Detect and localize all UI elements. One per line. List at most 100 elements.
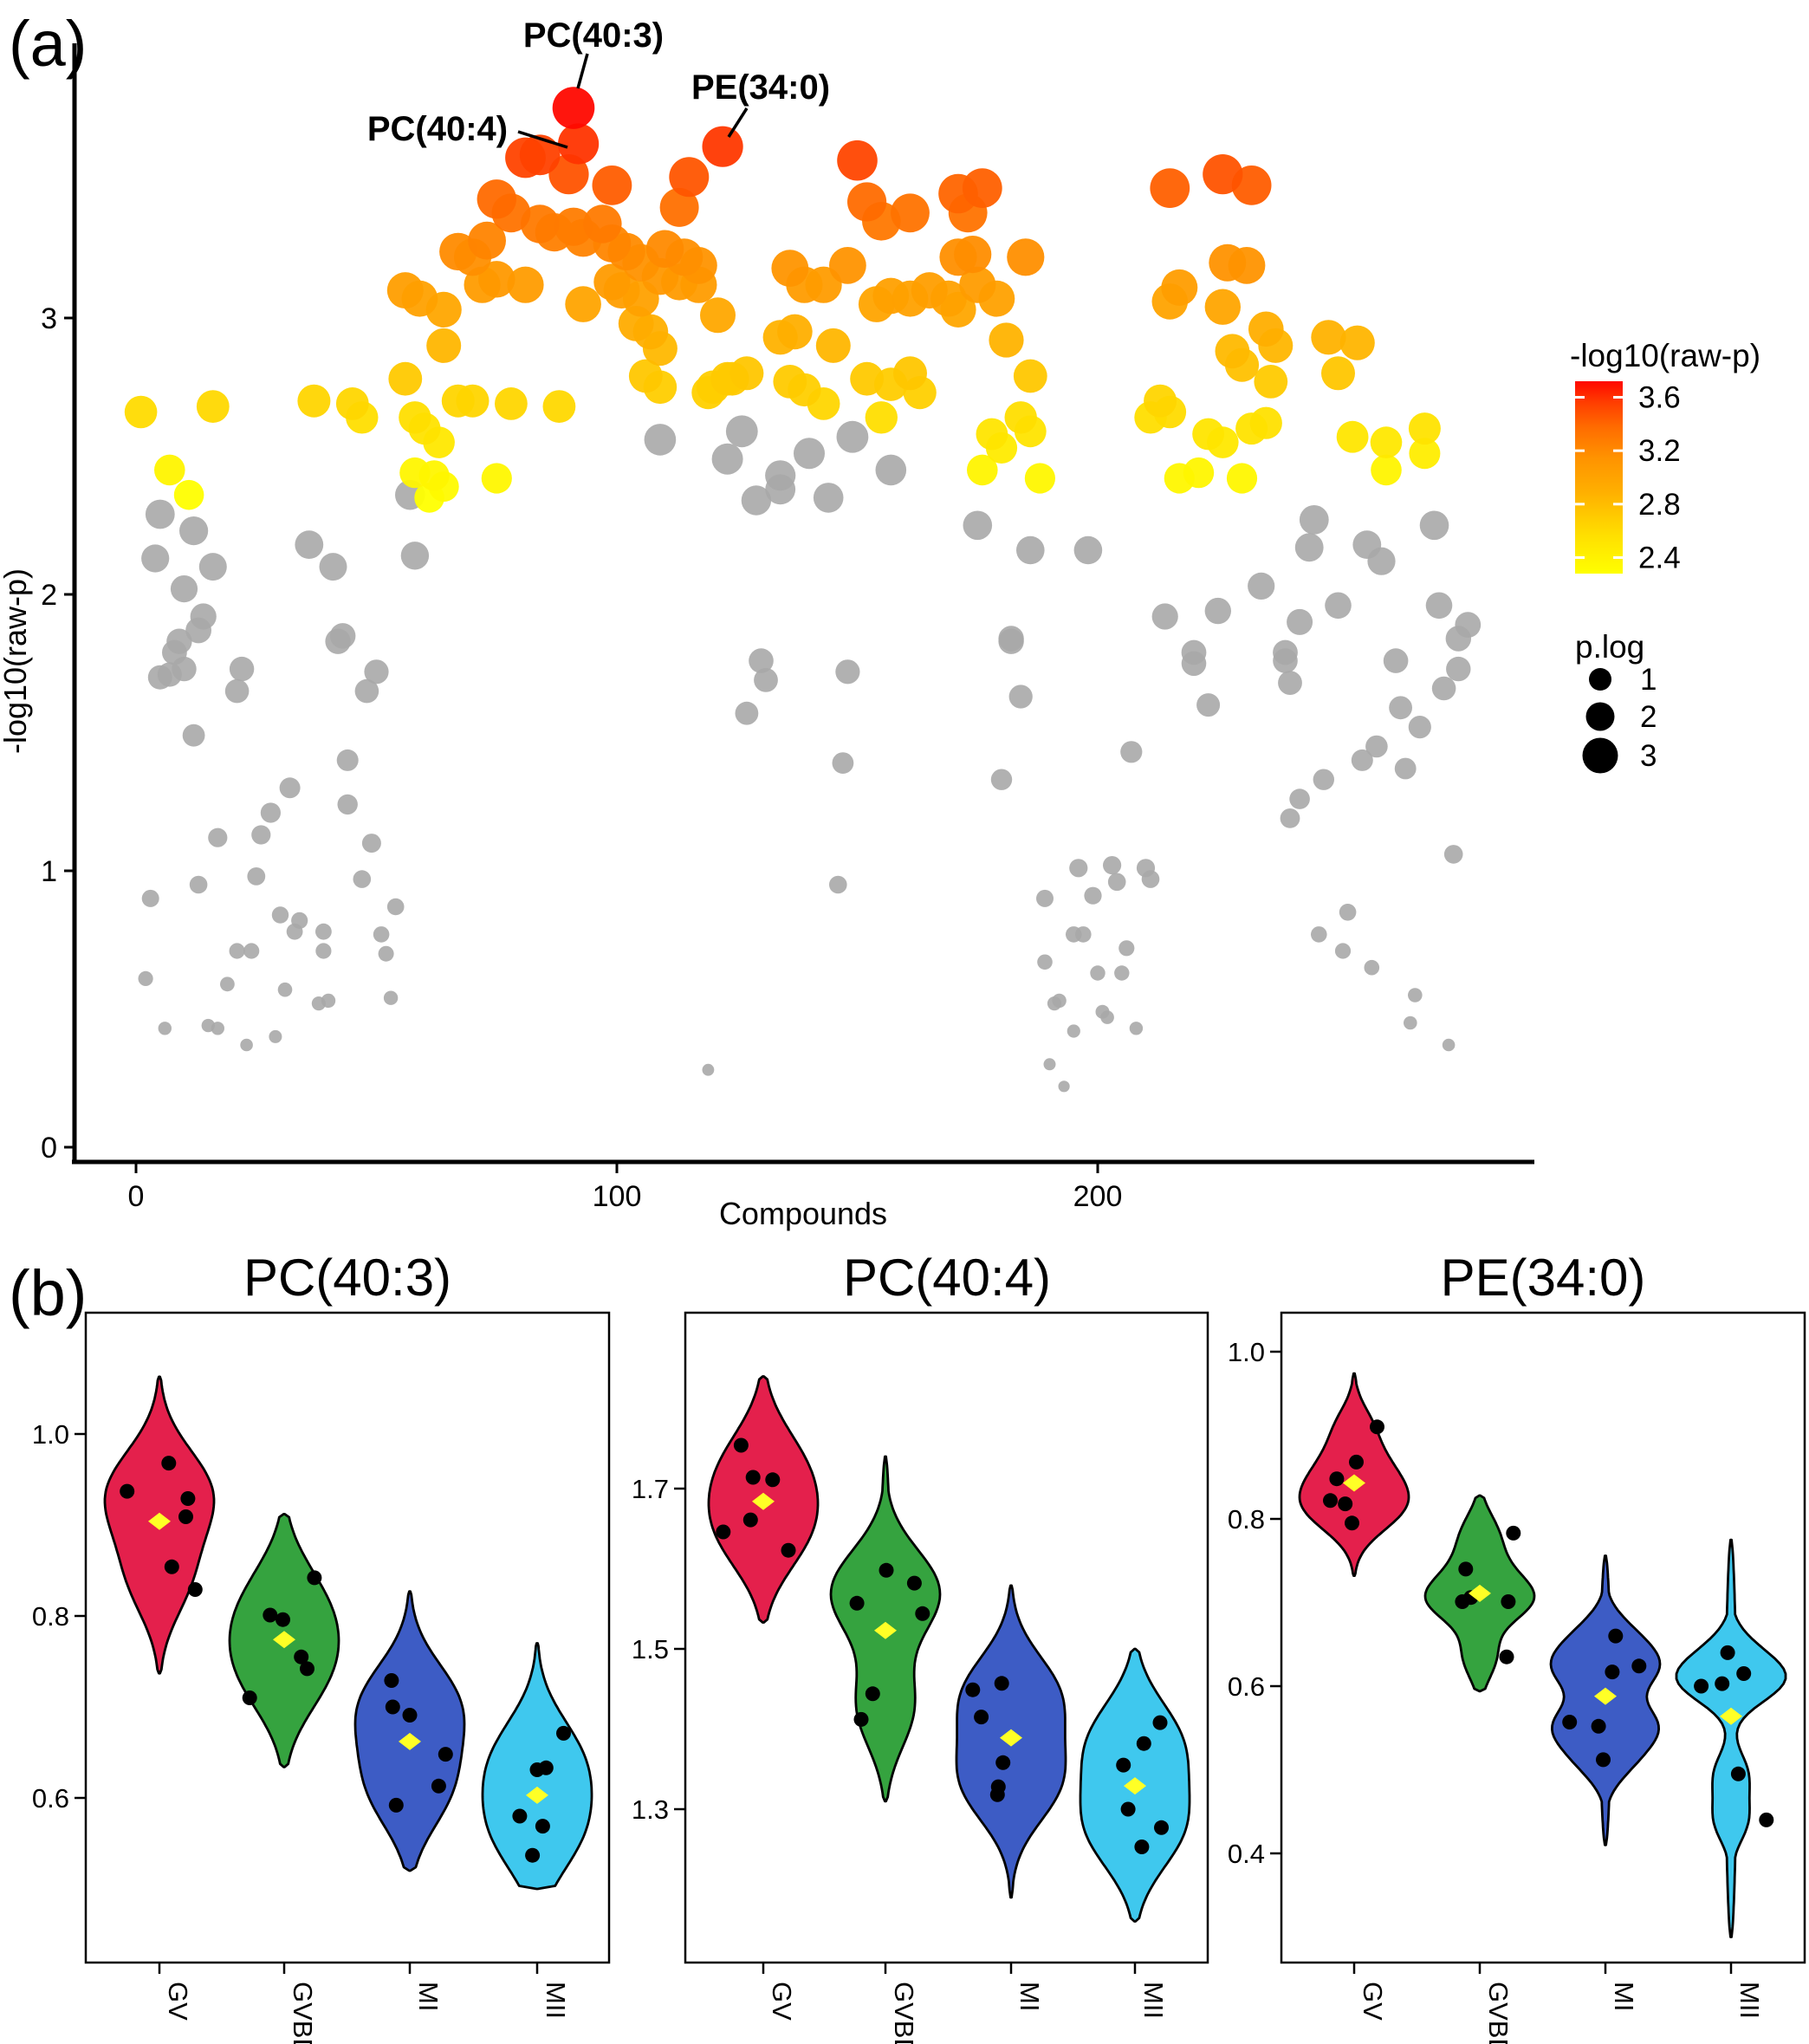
scatter-point-gray — [1278, 671, 1302, 695]
data-dot — [1730, 1766, 1746, 1781]
violin-y-tick-label-2: 1.3 — [632, 1794, 669, 1825]
scatter-point-gray — [835, 659, 860, 685]
data-dot — [385, 1699, 400, 1715]
nonsignificant-points — [138, 415, 1482, 1093]
scatter-point-colored — [335, 387, 369, 420]
data-dot — [865, 1686, 880, 1702]
scatter-point-gray — [1043, 1058, 1056, 1071]
violin-y-tick-label-3: 0.4 — [1228, 1839, 1265, 1869]
scatter-point-gray — [1394, 757, 1417, 780]
data-dot — [161, 1456, 177, 1471]
data-dot — [1736, 1666, 1752, 1681]
scatter-point-colored — [865, 401, 898, 434]
scatter-point-colored — [468, 221, 506, 260]
data-dot — [765, 1472, 781, 1488]
scatter-point-gray — [378, 945, 394, 962]
scatter-point-colored — [593, 263, 631, 301]
scatter-point-gray — [1431, 676, 1456, 701]
scatter-point-colored — [1408, 412, 1441, 445]
scatter-point-colored — [1248, 311, 1284, 347]
violin-y-tick-label-0: 1.7 — [632, 1474, 669, 1504]
data-dot — [853, 1711, 869, 1727]
data-dot — [1631, 1658, 1647, 1674]
scatter-point-gray — [1114, 965, 1130, 981]
scatter-point-colored — [439, 232, 477, 271]
scatter-point-gray — [1364, 959, 1380, 976]
data-dot — [1759, 1812, 1774, 1827]
scatter-point-colored — [893, 356, 927, 391]
scatter-point-gray — [1090, 965, 1106, 981]
scatter-point-gray — [1294, 533, 1324, 562]
scatter-point-gray — [386, 898, 405, 916]
violin-y-tick-label-1: 0.8 — [1228, 1504, 1265, 1535]
data-dot — [1608, 1628, 1624, 1644]
scatter-point-gray — [260, 802, 281, 823]
scatter-point-gray — [1383, 648, 1409, 673]
scatter-point-colored — [196, 390, 230, 423]
data-dot — [906, 1575, 922, 1591]
violin-y-tick-label-2: 0.6 — [32, 1783, 69, 1814]
category-label-GVBD: GVBD — [288, 1982, 318, 2044]
scatter-point-gray — [1389, 696, 1412, 720]
violin-y-tick-label-1: 1.5 — [632, 1634, 669, 1664]
scatter-point-colored — [959, 266, 996, 303]
data-dot — [965, 1682, 981, 1697]
scatter-point-colored — [399, 401, 431, 434]
scatter-point-gray — [179, 516, 209, 546]
scatter-point-gray — [295, 530, 324, 559]
scatter-point-gray — [383, 990, 399, 1005]
data-dot — [1154, 1820, 1169, 1835]
scatter-point-colored — [911, 272, 948, 309]
scatter-point-gray — [1248, 572, 1275, 600]
size-legend-title: p.log — [1575, 629, 1645, 665]
scatter-point-gray — [185, 617, 212, 644]
y-tick-label-0: 0 — [41, 1132, 57, 1165]
scatter-point-colored — [386, 272, 424, 309]
data-dot — [1501, 1594, 1516, 1609]
data-dot — [431, 1778, 446, 1794]
category-label-GV: GV — [767, 1982, 797, 2021]
scatter-point-colored — [1249, 406, 1282, 439]
scatter-point-gray — [990, 769, 1013, 790]
data-dot — [1116, 1757, 1131, 1773]
data-dot — [120, 1483, 135, 1499]
scatter-point-colored — [154, 454, 185, 486]
scatter-point-colored — [777, 314, 813, 350]
scatter-point-colored — [773, 365, 807, 399]
scatter-point-gray — [1367, 547, 1396, 575]
data-dot — [781, 1542, 796, 1558]
data-dot — [1455, 1594, 1470, 1609]
scatter-point-colored — [815, 328, 851, 363]
data-dot — [307, 1570, 322, 1586]
scatter-point-gray — [1325, 592, 1352, 620]
data-dot — [300, 1661, 314, 1677]
scatter-point-gray — [337, 794, 358, 815]
mean-diamond — [1343, 1474, 1365, 1492]
scatter-point-gray — [1151, 603, 1178, 630]
scatter-point-gray — [1181, 651, 1207, 677]
scatter-point-gray — [286, 923, 303, 940]
scatter-point-gray — [1419, 510, 1449, 541]
scatter-point-gray — [315, 943, 332, 959]
scatter-point-gray — [1129, 1022, 1144, 1035]
scatter-point-gray — [1067, 1024, 1080, 1038]
scatter-point-gray — [1058, 1080, 1070, 1093]
scatter-point-gray — [1408, 716, 1431, 739]
annotation-label-0: PC(40:3) — [523, 16, 664, 55]
violin-y-tick-label-2: 0.6 — [1228, 1671, 1265, 1702]
x-tick-label-2: 200 — [1073, 1180, 1123, 1213]
data-dot — [1152, 1715, 1168, 1730]
scatter-point-gray — [836, 420, 869, 453]
scatter-point-colored — [628, 359, 663, 393]
data-dot — [438, 1747, 453, 1762]
scatter-point-gray — [315, 923, 332, 940]
scatter-point-gray — [725, 415, 758, 448]
scatter-point-colored — [519, 134, 561, 176]
scatter-point-gray — [336, 749, 359, 771]
data-dot — [556, 1725, 571, 1741]
scatter-point-gray — [711, 443, 743, 475]
data-dot — [1499, 1649, 1514, 1664]
scatter-point-gray — [224, 678, 250, 704]
scatter-x-axis-title: Compounds — [718, 1196, 888, 1231]
